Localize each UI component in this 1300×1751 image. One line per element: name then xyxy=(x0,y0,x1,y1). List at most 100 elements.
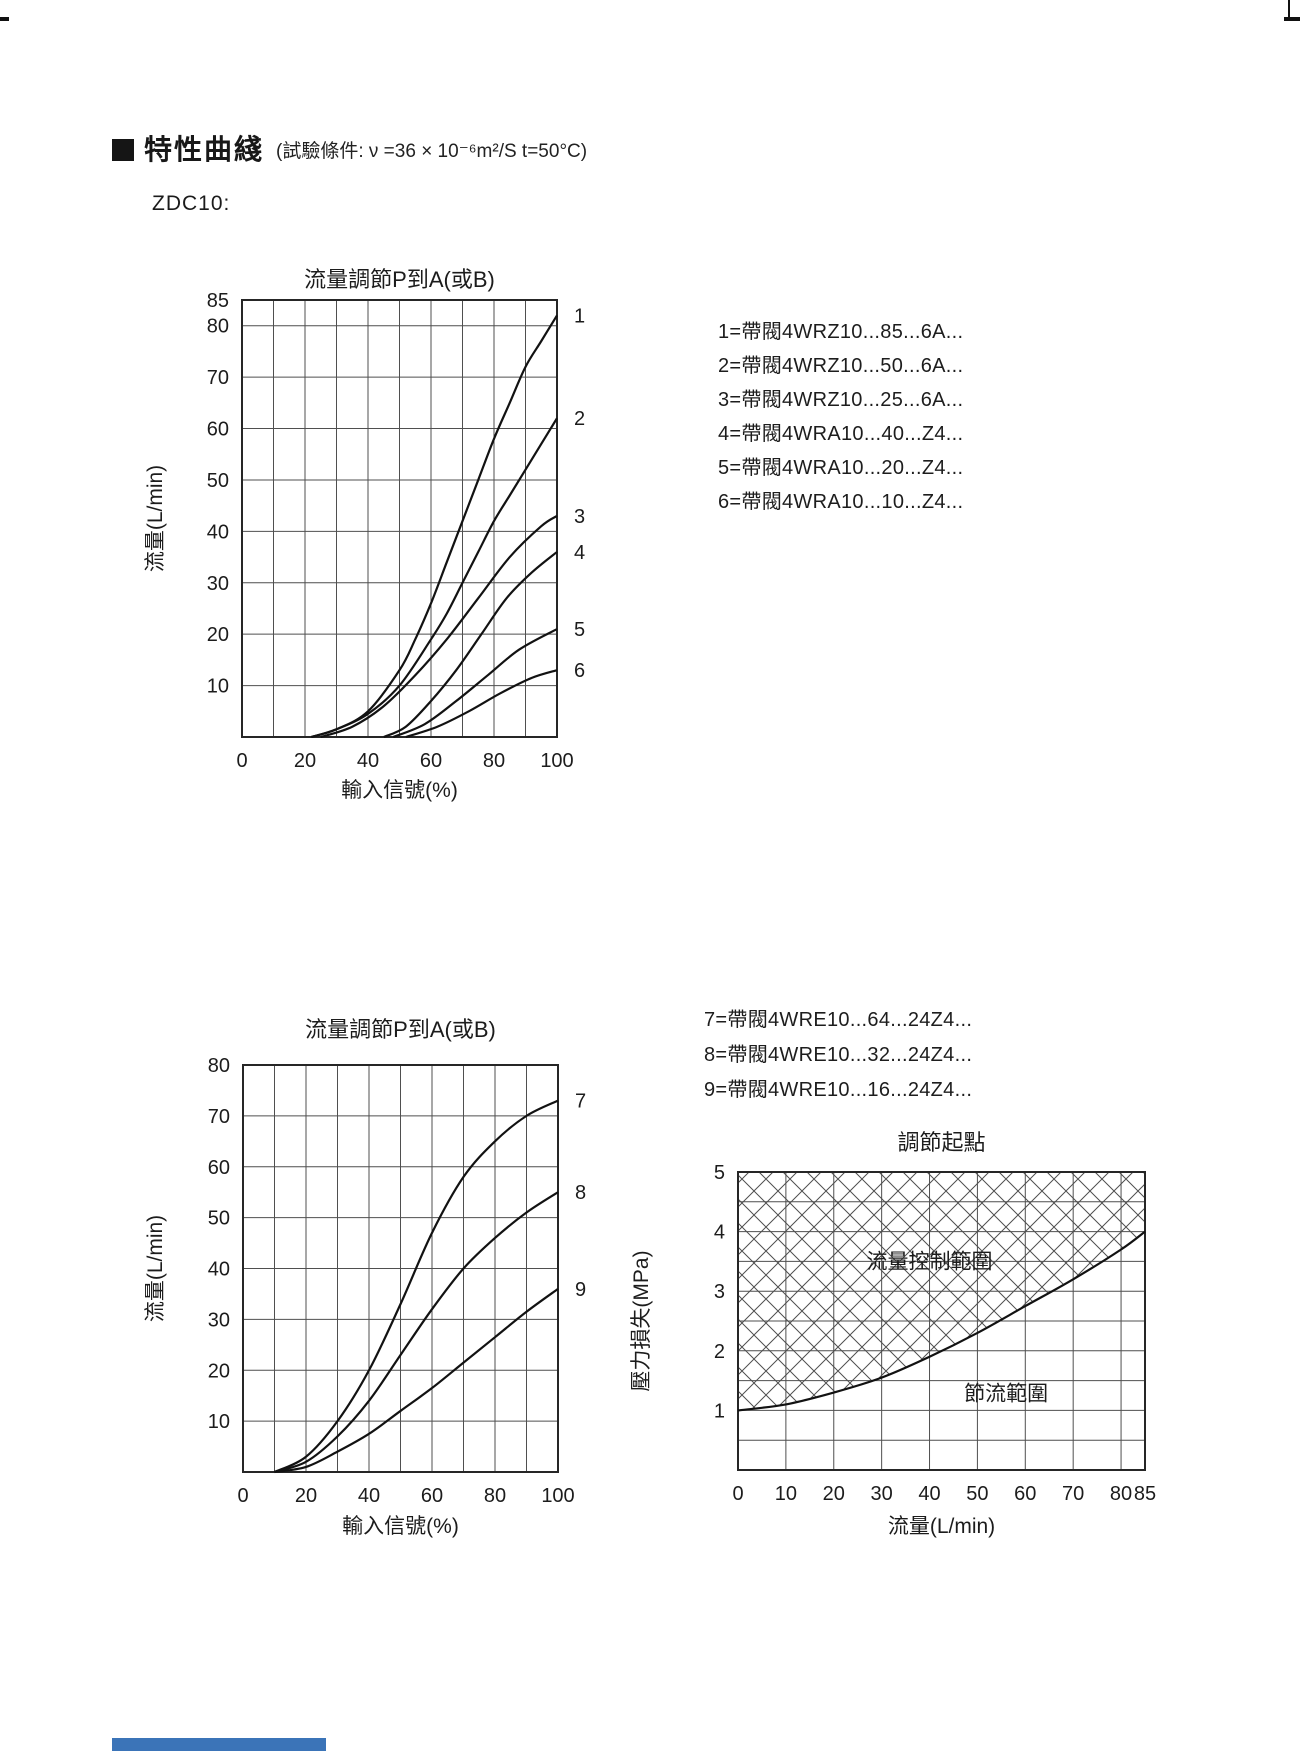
test-condition-text: (試驗條件: ν =36 × 10⁻⁶m²/S t=50°C) xyxy=(276,141,588,162)
y-tick-label: 5 xyxy=(714,1162,725,1184)
x-tick-label: 85 xyxy=(1134,1483,1156,1505)
legend-curves-7-9: 7=帶閥4WRE10...64...24Z4... 8=帶閥4WRE10...32… xyxy=(704,1010,972,1115)
chart-title: 調節起點 xyxy=(897,1130,985,1155)
y-tick-label: 50 xyxy=(207,470,229,492)
y-tick-label: 50 xyxy=(208,1208,230,1230)
x-tick-label: 80 xyxy=(483,750,505,772)
legend-item: 4=帶閥4WRA10...40...Z4... xyxy=(718,423,964,445)
y-axis-label: 流量(L/min) xyxy=(144,1215,167,1322)
curve-number-label: 4 xyxy=(574,542,585,564)
curve-number-label: 7 xyxy=(575,1091,586,1113)
y-tick-label: 30 xyxy=(207,573,229,595)
legend-item: 3=帶閥4WRZ10...25...6A... xyxy=(718,389,964,411)
curve-number-label: 8 xyxy=(575,1182,586,1204)
x-tick-label: 0 xyxy=(237,1485,248,1507)
x-tick-label: 10 xyxy=(775,1483,797,1505)
y-tick-label: 80 xyxy=(207,316,229,338)
x-axis-label: 流量(L/min) xyxy=(888,1515,995,1538)
x-tick-label: 70 xyxy=(1062,1483,1084,1505)
curve-1 xyxy=(310,314,558,739)
curve-6 xyxy=(405,669,558,739)
legend-item: 1=帶閥4WRZ10...85...6A... xyxy=(718,321,964,343)
y-tick-label: 40 xyxy=(207,521,229,543)
plot-border xyxy=(241,299,558,738)
y-axis-label: 流量(L/min) xyxy=(144,465,167,572)
section-title: 特性曲綫 xyxy=(144,134,265,165)
x-tick-label: 40 xyxy=(357,750,379,772)
crop-mark-top-right-horizontal xyxy=(1284,17,1300,21)
legend-item: 6=帶閥4WRA10...10...Z4... xyxy=(718,491,964,513)
y-tick-label: 10 xyxy=(208,1411,230,1433)
legend-item: 8=帶閥4WRE10...32...24Z4... xyxy=(704,1044,973,1066)
chart-title: 流量調節P到A(或B) xyxy=(305,1017,496,1042)
x-tick-label: 100 xyxy=(541,1485,574,1507)
curve-9 xyxy=(274,1287,559,1474)
x-tick-label: 60 xyxy=(1014,1483,1036,1505)
curve-number-label: 1 xyxy=(574,305,585,327)
chart-adjust-start-point: 0 10 20 30 40 50 60 70 80 85 1 2 3 4 5 調節起點 流量(L/min) 壓力損… xyxy=(602,1092,1230,1555)
legend-curves-1-6: 1=帶閥4WRZ10...85...6A... 2=帶閥4WRZ10...50..… xyxy=(718,322,963,526)
y-tick-label: 70 xyxy=(208,1106,230,1128)
y-tick-label: 2 xyxy=(714,1341,725,1363)
x-tick-label: 20 xyxy=(294,750,316,772)
legend-item: 2=帶閥4WRZ10...50...6A... xyxy=(718,355,964,377)
x-tick-label: 20 xyxy=(823,1483,845,1505)
region-label: 節流範圍 xyxy=(964,1383,1048,1406)
curve-2 xyxy=(310,417,558,739)
x-tick-label: 60 xyxy=(420,750,442,772)
y-tick-label: 1 xyxy=(714,1400,725,1422)
x-tick-label: 30 xyxy=(871,1483,893,1505)
y-tick-label: 60 xyxy=(208,1157,230,1179)
footer-accent-bar xyxy=(112,1738,326,1751)
y-tick-label: 60 xyxy=(207,419,229,441)
plot-border xyxy=(737,1171,1146,1471)
region-label: 流量控制範圍 xyxy=(867,1250,993,1273)
x-tick-label: 80 xyxy=(1110,1483,1132,1505)
crop-mark-top-left xyxy=(0,17,9,21)
y-tick-label: 3 xyxy=(714,1281,725,1303)
y-tick-label: 30 xyxy=(208,1309,230,1331)
y-tick-label: 85 xyxy=(207,290,229,312)
x-tick-label: 40 xyxy=(918,1483,940,1505)
x-tick-label: 80 xyxy=(484,1485,506,1507)
x-tick-label: 0 xyxy=(732,1483,743,1505)
chart-flow-adjust-2: 7 8 9 0 20 40 60 80 100 10 20 30 40 50 60 70 80 流量調節P到A(或… xyxy=(130,985,630,1575)
curve-number-label: 5 xyxy=(574,619,585,641)
y-tick-label: 40 xyxy=(208,1259,230,1281)
plot-border xyxy=(242,1064,559,1473)
x-axis-label: 輸入信號(%) xyxy=(342,1515,459,1538)
model-label: ZDC10: xyxy=(152,192,231,215)
section-header: 特性曲綫 (試驗條件: ν =36 × 10⁻⁶m²/S t=50°C) xyxy=(112,128,587,168)
y-tick-label: 20 xyxy=(207,624,229,646)
curve-number-label: 6 xyxy=(574,660,585,682)
y-tick-label: 20 xyxy=(208,1360,230,1382)
x-tick-label: 50 xyxy=(966,1483,988,1505)
legend-item: 9=帶閥4WRE10...16...24Z4... xyxy=(704,1079,973,1101)
region-label-backing xyxy=(602,1092,618,1098)
flow-adjust-2-svg: 7 8 9 0 20 40 60 80 100 10 20 30 40 50 60 70 80 流量調節P到A(或… xyxy=(144,1017,586,1538)
x-tick-label: 20 xyxy=(295,1485,317,1507)
curve-number-label: 9 xyxy=(575,1279,586,1301)
y-tick-label: 80 xyxy=(208,1055,230,1077)
chart-flow-adjust-1: 1 2 3 4 5 6 0 20 40 60 80 100 10 20 30 40 50 60 70 80 85 流量調節… xyxy=(130,235,630,825)
legend-item: 7=帶閥4WRE10...64...24Z4... xyxy=(704,1009,973,1031)
curve-8 xyxy=(274,1191,559,1474)
y-tick-label: 70 xyxy=(207,367,229,389)
x-tick-label: 60 xyxy=(421,1485,443,1507)
legend-item: 5=帶閥4WRA10...20...Z4... xyxy=(718,457,964,479)
x-tick-label: 40 xyxy=(358,1485,380,1507)
curve-3 xyxy=(320,514,558,739)
x-tick-label: 0 xyxy=(236,750,247,772)
crop-mark-top-right-vertical xyxy=(1288,0,1290,17)
section-square-marker xyxy=(112,139,134,161)
curve-7 xyxy=(274,1099,559,1474)
chart-title: 流量調節P到A(或B) xyxy=(304,267,495,292)
curve-4 xyxy=(383,551,558,739)
y-tick-label: 10 xyxy=(207,676,229,698)
curve-boundary xyxy=(737,1230,1146,1412)
x-axis-label: 輸入信號(%) xyxy=(341,779,458,802)
y-axis-label: 壓力損失(MPa) xyxy=(630,1250,653,1391)
